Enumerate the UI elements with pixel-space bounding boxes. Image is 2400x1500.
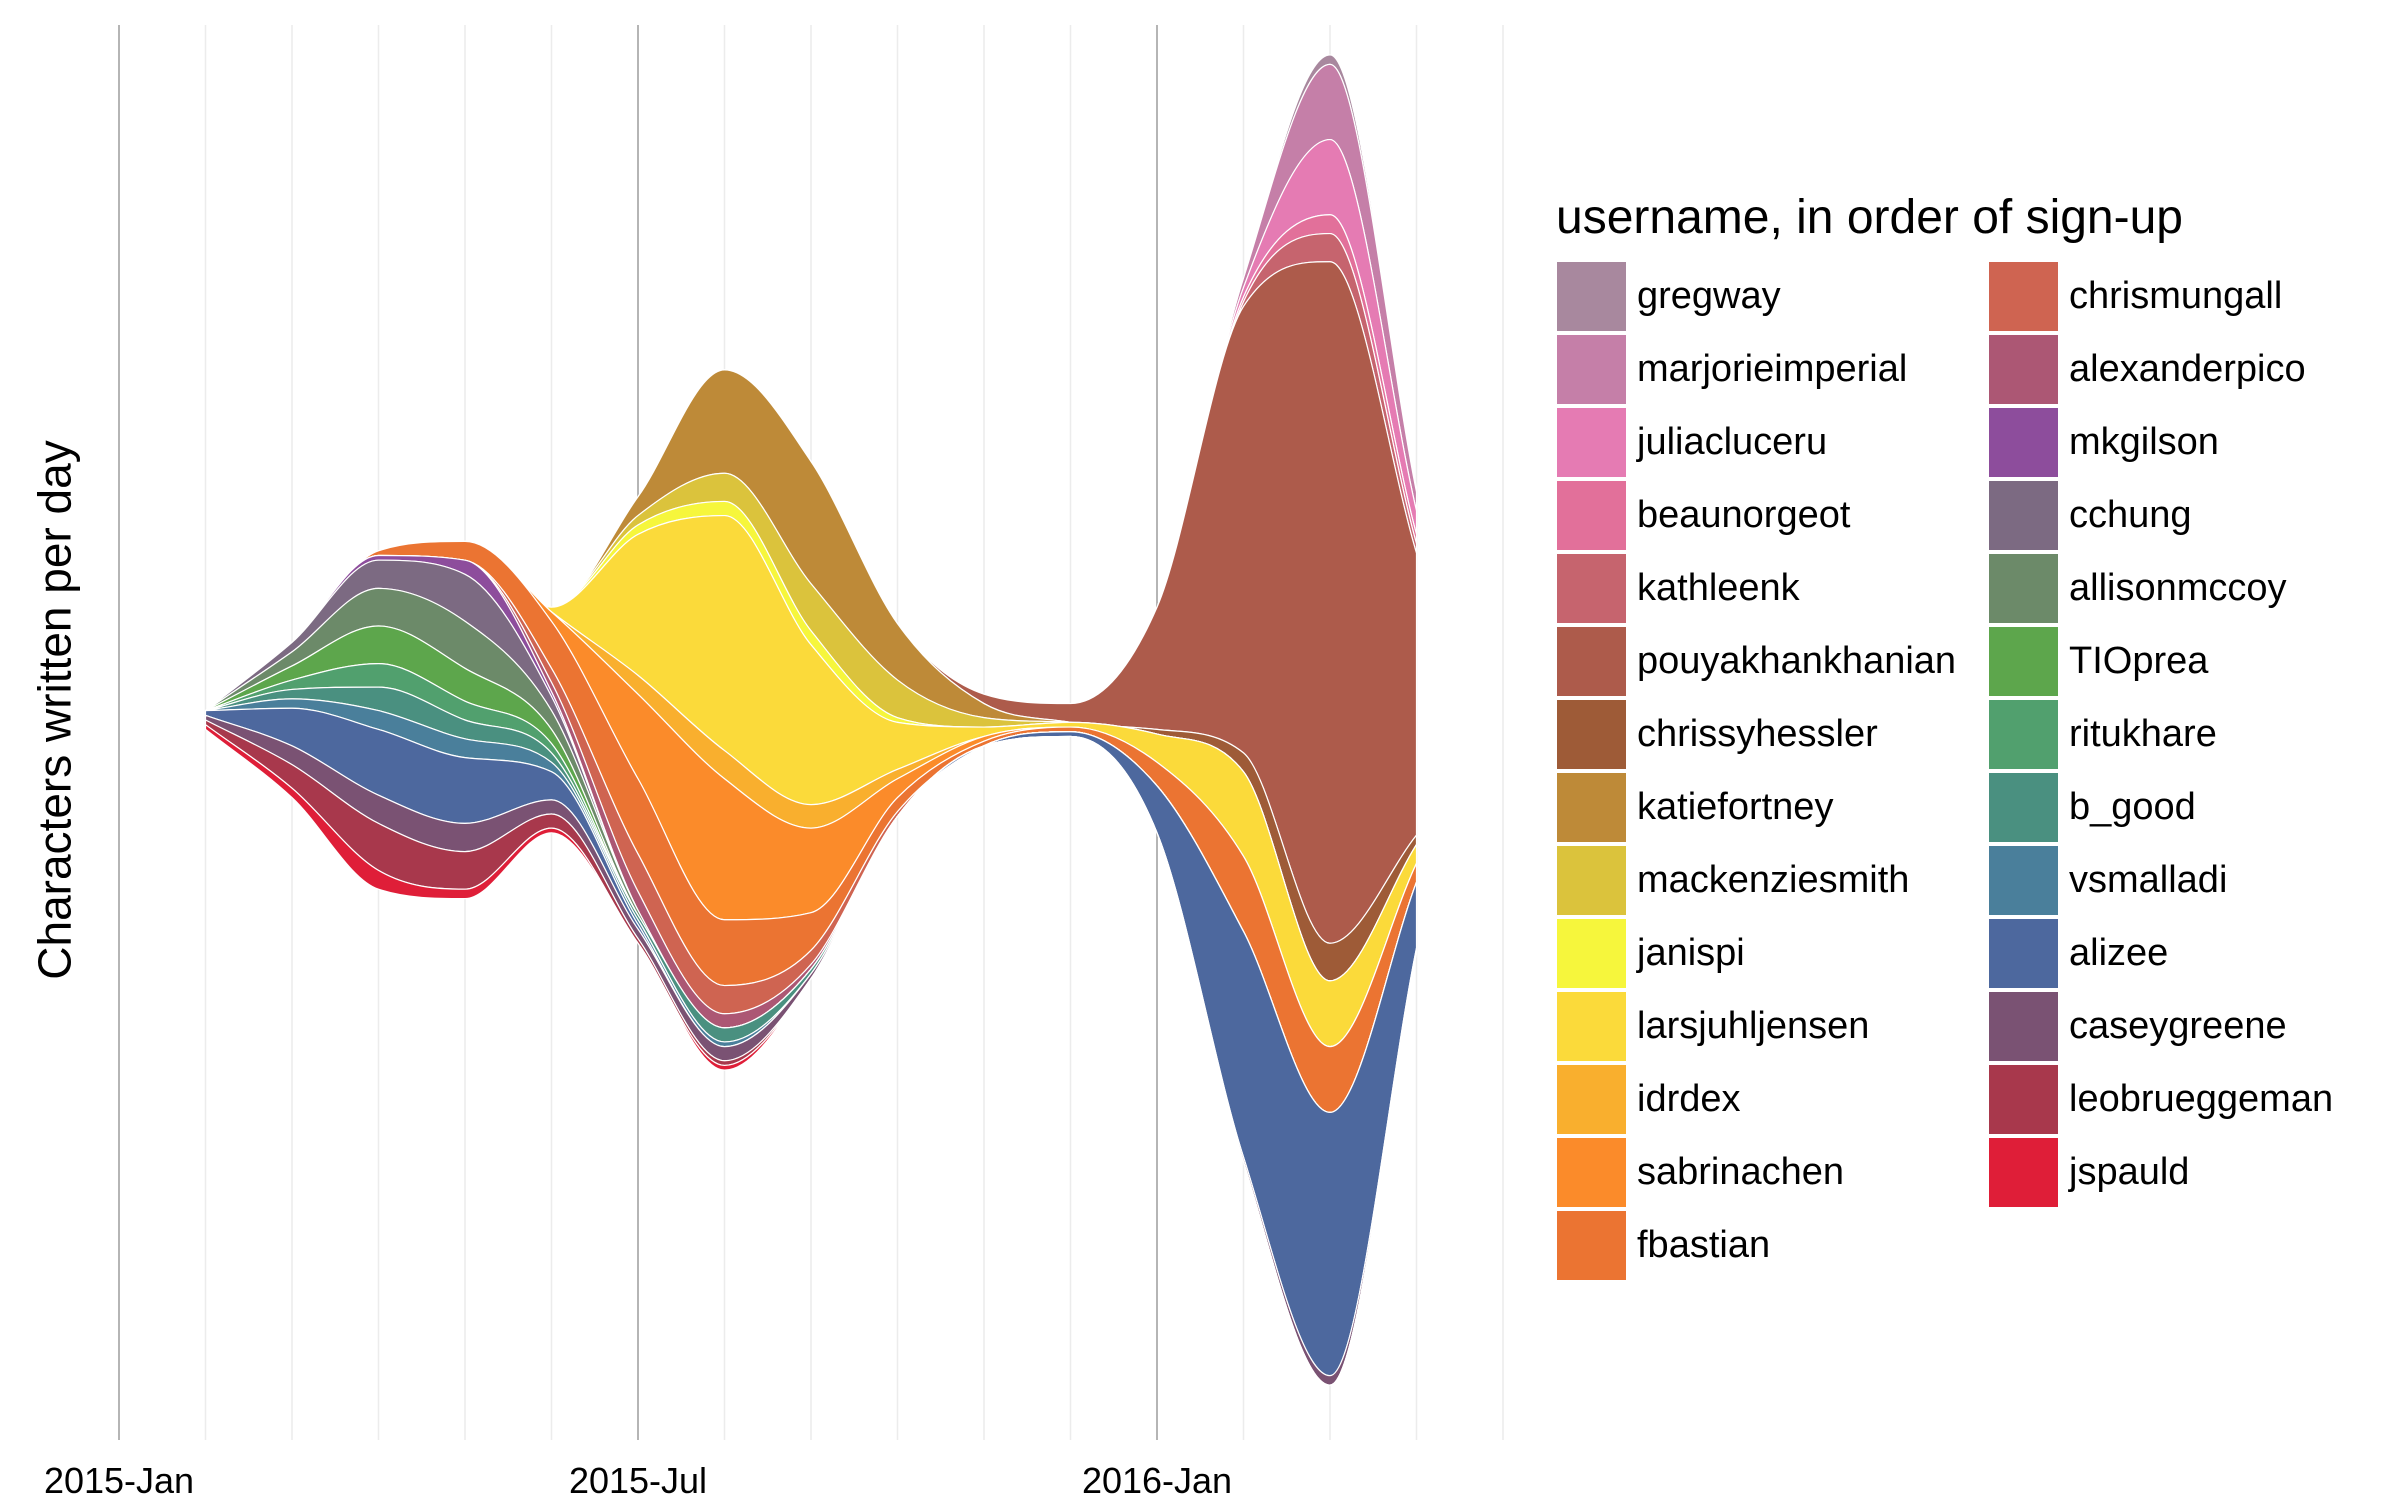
legend-item: marjorieimperial	[1556, 333, 1988, 406]
legend-label: pouyakhankhanian	[1637, 640, 1957, 682]
legend-item: mackenziesmith	[1556, 844, 1988, 917]
legend-item: b_good	[1988, 771, 2400, 844]
legend-item: janispi	[1556, 917, 1988, 990]
x-tick-label: 2015-Jan	[44, 1460, 194, 1500]
legend-swatch	[1988, 553, 2059, 624]
legend-item: beaunorgeot	[1556, 479, 1988, 552]
legend-columns: gregway marjorieimperial juliacluceru beaun…	[1556, 260, 2400, 1282]
legend-item: kathleenk	[1556, 552, 1988, 625]
legend-swatch	[1988, 626, 2059, 697]
legend-label: juliacluceru	[1637, 421, 1828, 463]
legend-label: ritukhare	[2069, 713, 2217, 755]
legend-item: larsjuhljensen	[1556, 990, 1988, 1063]
legend-label: janispi	[1637, 932, 1745, 974]
x-tick-label: 2015-Jul	[569, 1460, 707, 1500]
legend-item: fbastian	[1556, 1209, 1988, 1282]
legend-title: username, in order of sign-up	[1556, 191, 2183, 244]
legend-swatch	[1988, 845, 2059, 916]
legend-label: alizee	[2069, 932, 2169, 974]
legend-label: alexanderpico	[2069, 348, 2306, 390]
x-tick-labels: 2015-Jan 2015-Jul 2016-Jan	[44, 1460, 1232, 1500]
legend-swatch	[1556, 1210, 1627, 1281]
legend-item: vsmalladi	[1988, 844, 2400, 917]
legend-item: leobrueggeman	[1988, 1063, 2400, 1136]
legend-label: gregway	[1637, 275, 1781, 317]
stream-jspauld	[204, 723, 1418, 1386]
legend-label: mackenziesmith	[1637, 859, 1910, 901]
legend-label: cchung	[2069, 494, 2192, 536]
legend-label: chrissyhessler	[1637, 713, 1878, 755]
legend-label: jspauld	[2069, 1151, 2190, 1193]
legend-swatch	[1556, 918, 1627, 989]
legend-swatch	[1556, 991, 1627, 1062]
legend-item: chrissyhessler	[1556, 698, 1988, 771]
legend-label: katiefortney	[1637, 786, 1834, 828]
legend-label: mkgilson	[2069, 421, 2219, 463]
legend-column-1: gregway marjorieimperial juliacluceru beaun…	[1556, 260, 1988, 1282]
legend-swatch	[1556, 772, 1627, 843]
legend-label: caseygreene	[2069, 1005, 2287, 1047]
legend-item: gregway	[1556, 260, 1988, 333]
legend-label: idrdex	[1637, 1078, 1741, 1120]
legend-swatch	[1988, 991, 2059, 1062]
legend-swatch	[1988, 1137, 2059, 1208]
legend-label: allisonmccoy	[2069, 567, 2287, 609]
legend-label: vsmalladi	[2069, 859, 2228, 901]
legend-item: jspauld	[1988, 1136, 2400, 1209]
legend-label: leobrueggeman	[2069, 1078, 2334, 1120]
legend-swatch	[1988, 480, 2059, 551]
legend-swatch	[1556, 553, 1627, 624]
legend-label: b_good	[2069, 786, 2196, 828]
legend-label: chrismungall	[2069, 275, 2283, 317]
legend-swatch	[1556, 1064, 1627, 1135]
legend-item: chrismungall	[1988, 260, 2400, 333]
legend-item: idrdex	[1556, 1063, 1988, 1136]
legend-label: sabrinachen	[1637, 1151, 1845, 1193]
legend-swatch	[1988, 1064, 2059, 1135]
legend-item: allisonmccoy	[1988, 552, 2400, 625]
legend-item: sabrinachen	[1556, 1136, 1988, 1209]
legend-item: juliacluceru	[1556, 406, 1988, 479]
legend-swatch	[1556, 845, 1627, 916]
x-tick-label: 2016-Jan	[1082, 1460, 1232, 1500]
legend-label: larsjuhljensen	[1637, 1005, 1870, 1047]
legend-swatch	[1556, 626, 1627, 697]
legend-swatch	[1988, 772, 2059, 843]
legend-swatch	[1988, 334, 2059, 405]
legend-column-2: chrismungall alexanderpico mkgilson cchung a…	[1988, 260, 2400, 1282]
legend-swatch	[1556, 1137, 1627, 1208]
legend-item: pouyakhankhanian	[1556, 625, 1988, 698]
legend-item: ritukhare	[1988, 698, 2400, 771]
legend-swatch	[1988, 407, 2059, 478]
legend-label: kathleenk	[1637, 567, 1800, 609]
legend-swatch	[1556, 480, 1627, 551]
stream-layer	[204, 54, 1418, 1386]
y-axis-label: Characters written per day	[29, 440, 82, 980]
legend-item: mkgilson	[1988, 406, 2400, 479]
legend-label: beaunorgeot	[1637, 494, 1851, 536]
legend-item: alizee	[1988, 917, 2400, 990]
legend-item: TIOprea	[1988, 625, 2400, 698]
legend-item: katiefortney	[1556, 771, 1988, 844]
legend-swatch	[1988, 918, 2059, 989]
legend-swatch	[1988, 699, 2059, 770]
legend-label: TIOprea	[2069, 640, 2209, 682]
legend-swatch	[1556, 407, 1627, 478]
legend-label: fbastian	[1637, 1224, 1771, 1266]
legend-swatch	[1556, 261, 1627, 332]
legend-swatch	[1988, 261, 2059, 332]
legend-item: cchung	[1988, 479, 2400, 552]
legend: username, in order of sign-up gregway mar…	[1556, 190, 2400, 1282]
legend-item: caseygreene	[1988, 990, 2400, 1063]
legend-item: alexanderpico	[1988, 333, 2400, 406]
legend-label: marjorieimperial	[1637, 348, 1908, 390]
legend-swatch	[1556, 334, 1627, 405]
y-axis-label-wrap: Characters written per day	[0, 0, 110, 1420]
legend-swatch	[1556, 699, 1627, 770]
